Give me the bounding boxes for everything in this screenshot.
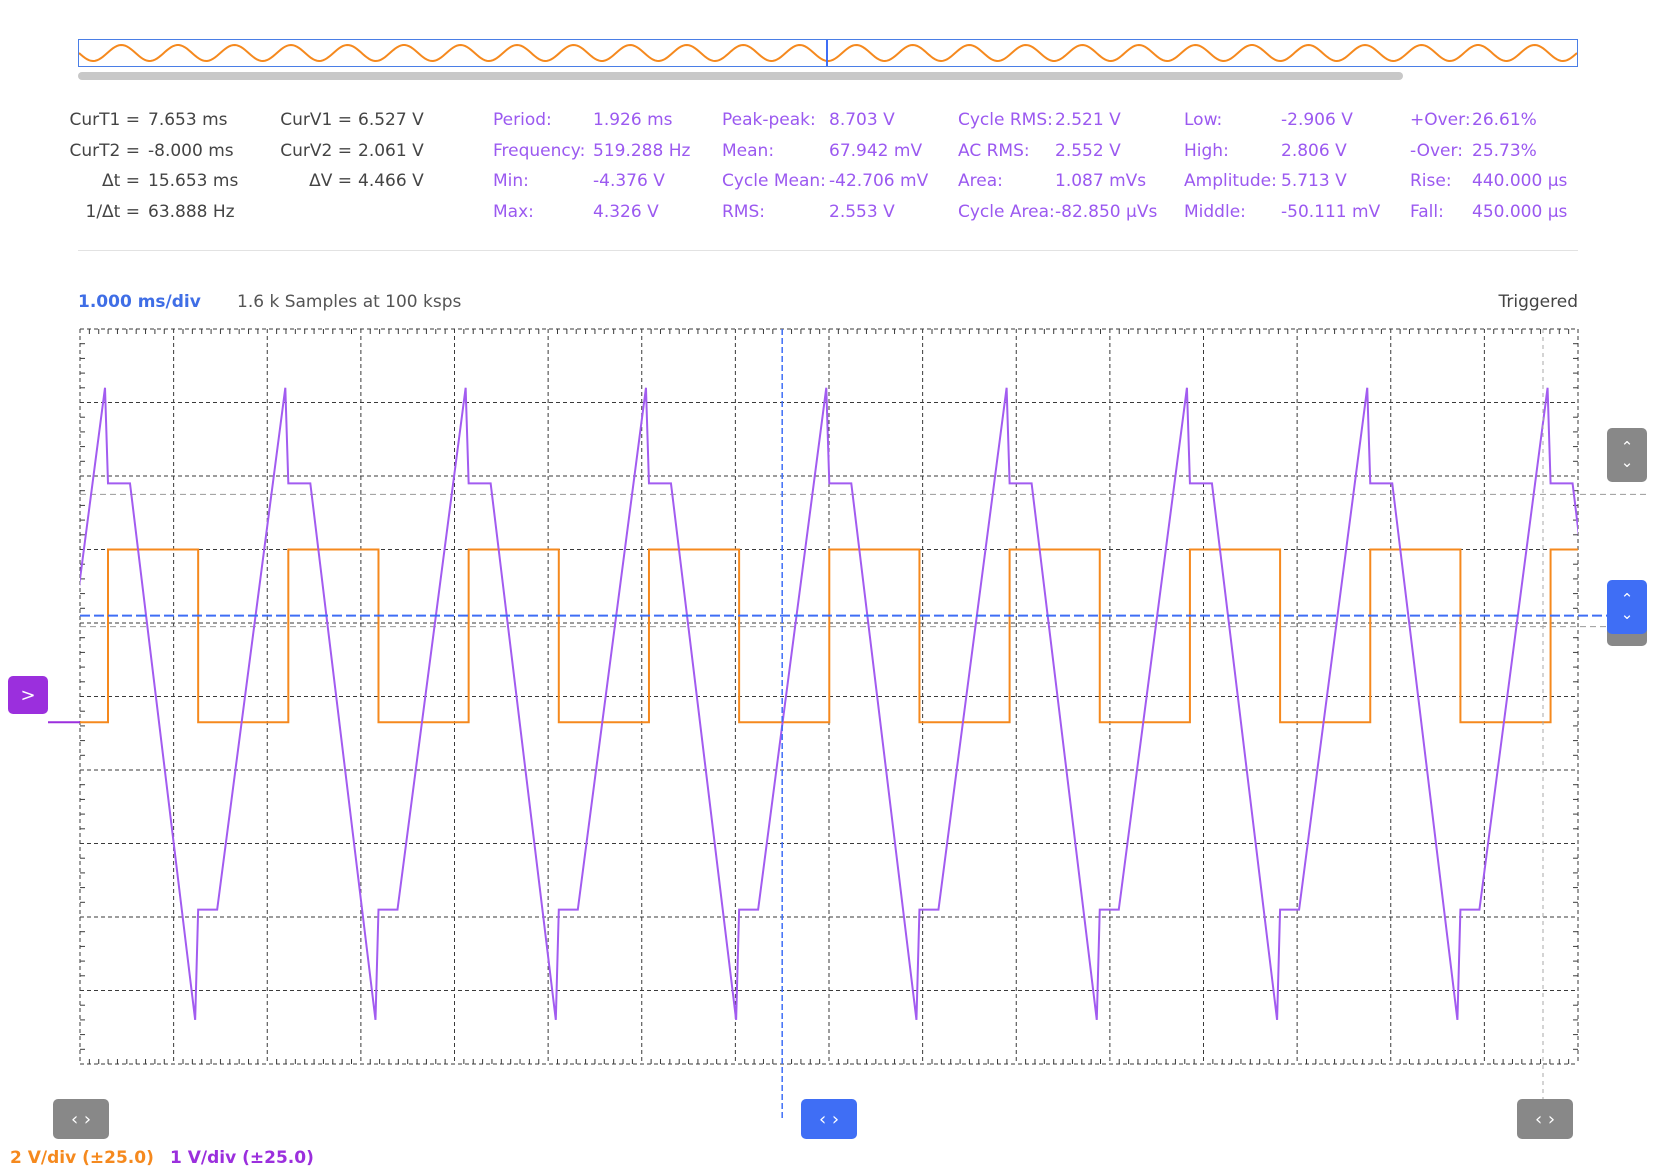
measure-label: Amplitude:	[1184, 171, 1277, 191]
measure-label: RMS:	[722, 202, 765, 222]
measure-value: 2.553 V	[829, 202, 895, 222]
overview-waveform	[78, 40, 1578, 66]
measure-value: -2.906 V	[1281, 110, 1353, 130]
measure-label: Rise:	[1410, 171, 1452, 191]
chevron-down-icon: ⌄	[1620, 453, 1634, 471]
measure-value: 1.926 ms	[593, 110, 673, 130]
measure-label: Max:	[493, 202, 534, 222]
measure-label: +Over:	[1410, 110, 1471, 130]
samples-info: 1.6 k Samples at 100 ksps	[237, 292, 462, 312]
trigger-level-updown-button[interactable]: ⌃ ⌄	[1607, 580, 1647, 634]
chevron-down-icon: ⌄	[1620, 605, 1634, 623]
dt-value: 15.653 ms	[148, 171, 239, 191]
chevron-up-icon: ⌃	[1620, 590, 1634, 608]
waveform-overview[interactable]	[78, 39, 1578, 67]
measure-value: 2.521 V	[1055, 110, 1121, 130]
measure-label: Cycle Mean:	[722, 171, 826, 191]
trigger-position-handle[interactable]: ‹ ›	[801, 1099, 857, 1139]
measure-value: -4.376 V	[593, 171, 665, 191]
curv2-label: CurV2 =	[280, 141, 352, 161]
dv-value: 4.466 V	[358, 171, 424, 191]
measure-label: Min:	[493, 171, 529, 191]
trigger-status: Triggered	[1498, 292, 1578, 312]
measure-label: Frequency:	[493, 141, 586, 161]
measure-value: 519.288 Hz	[593, 141, 691, 161]
channel2-waveform	[80, 387, 1578, 1021]
channel1-scale-label[interactable]: 2 V/div (±25.0)	[10, 1148, 154, 1168]
dt-label: Δt =	[102, 171, 140, 191]
measure-label: AC RMS:	[958, 141, 1030, 161]
chevron-right-icon: >	[20, 684, 36, 706]
curt1-label: CurT1 =	[69, 110, 140, 130]
overview-scrollbar[interactable]	[78, 72, 1403, 80]
measure-value: 2.806 V	[1281, 141, 1347, 161]
measure-value: -82.850 μVs	[1055, 202, 1158, 222]
measure-value: 1.087 mVs	[1055, 171, 1147, 191]
left-right-arrows-icon: ‹ ›	[70, 1108, 92, 1130]
left-right-arrows-icon: ‹ ›	[1534, 1108, 1556, 1130]
measure-value: 2.552 V	[1055, 141, 1121, 161]
curv1-value: 6.527 V	[358, 110, 424, 130]
measure-label: Peak-peak:	[722, 110, 816, 130]
curt2-label: CurT2 =	[69, 141, 140, 161]
left-right-arrows-icon: ‹ ›	[818, 1108, 840, 1130]
inv-dt-value: 63.888 Hz	[148, 202, 235, 222]
measure-label: Cycle RMS:	[958, 110, 1053, 130]
curv1-label: CurV1 =	[280, 110, 352, 130]
measure-value: 67.942 mV	[829, 141, 923, 161]
measure-label: Low:	[1184, 110, 1223, 130]
cursor-t1-handle[interactable]: ‹ ›	[1517, 1099, 1573, 1139]
measure-label: Fall:	[1410, 202, 1444, 222]
measure-value: 8.703 V	[829, 110, 895, 130]
measure-value: -42.706 mV	[829, 171, 929, 191]
measure-value: 26.61%	[1472, 110, 1537, 130]
chevron-up-icon: ⌃	[1620, 438, 1634, 456]
measure-label: Middle:	[1184, 202, 1246, 222]
curt1-value: 7.653 ms	[148, 110, 228, 130]
measure-value: 25.73%	[1472, 141, 1537, 161]
dv-label: ΔV =	[309, 171, 352, 191]
measure-label: High:	[1184, 141, 1229, 161]
measure-label: Period:	[493, 110, 552, 130]
inv-dt-label: 1/Δt =	[85, 202, 141, 222]
measure-value: 450.000 μs	[1472, 202, 1568, 222]
measure-label: Area:	[958, 171, 1003, 191]
curt2-value: -8.000 ms	[148, 141, 234, 161]
timebase-label[interactable]: 1.000 ms/div	[78, 292, 201, 312]
header-divider	[78, 250, 1578, 251]
measure-label: Cycle Area:	[958, 202, 1055, 222]
measure-label: Mean:	[722, 141, 775, 161]
measure-value: 4.326 V	[593, 202, 659, 222]
channel2-scale-label[interactable]: 1 V/div (±25.0)	[170, 1148, 314, 1168]
measure-value: -50.111 mV	[1281, 202, 1381, 222]
ref-level-updown-button[interactable]: ⌃ ⌄	[1607, 428, 1647, 482]
cursor-t2-handle[interactable]: ‹ ›	[53, 1099, 109, 1139]
measure-value: 5.713 V	[1281, 171, 1347, 191]
measure-label: -Over:	[1410, 141, 1463, 161]
curv2-value: 2.061 V	[358, 141, 424, 161]
channel1-waveform	[80, 548, 1578, 724]
measure-value: 440.000 μs	[1472, 171, 1568, 191]
channel-marker-button[interactable]: >	[8, 676, 48, 714]
